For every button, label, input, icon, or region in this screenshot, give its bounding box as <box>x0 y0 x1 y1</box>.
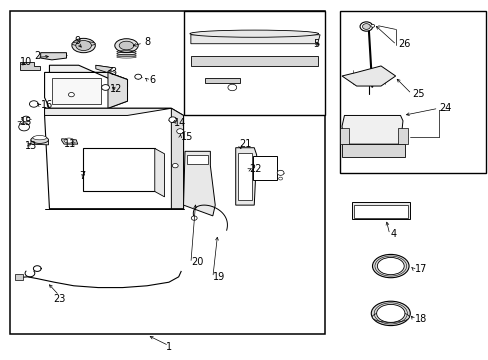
Ellipse shape <box>64 138 74 143</box>
Bar <box>238 153 251 200</box>
Text: 5: 5 <box>312 39 318 49</box>
Polygon shape <box>20 62 40 69</box>
Text: 25: 25 <box>412 89 425 99</box>
Ellipse shape <box>135 74 142 79</box>
Polygon shape <box>41 53 66 60</box>
Ellipse shape <box>372 255 408 278</box>
Polygon shape <box>44 108 183 209</box>
Ellipse shape <box>277 170 284 175</box>
Polygon shape <box>341 66 395 86</box>
Text: 14: 14 <box>173 118 185 128</box>
Bar <box>52 78 101 104</box>
Polygon shape <box>339 128 348 144</box>
Ellipse shape <box>22 116 30 122</box>
Text: 15: 15 <box>20 117 33 127</box>
Ellipse shape <box>76 41 91 50</box>
Ellipse shape <box>68 93 74 97</box>
Text: 3: 3 <box>110 67 116 77</box>
Bar <box>183 12 325 116</box>
Ellipse shape <box>371 312 408 322</box>
Polygon shape <box>61 139 78 144</box>
Text: 13: 13 <box>25 141 37 151</box>
Ellipse shape <box>362 24 369 30</box>
Bar <box>253 156 276 180</box>
Ellipse shape <box>370 24 374 27</box>
Ellipse shape <box>376 305 404 322</box>
Polygon shape <box>108 72 127 108</box>
Bar <box>341 144 405 157</box>
Polygon shape <box>171 108 183 209</box>
Polygon shape <box>31 140 48 145</box>
Ellipse shape <box>172 163 178 168</box>
Ellipse shape <box>189 30 318 37</box>
Ellipse shape <box>31 136 48 143</box>
Polygon shape <box>155 148 164 197</box>
Text: 2: 2 <box>34 51 41 61</box>
Bar <box>351 202 409 220</box>
Ellipse shape <box>119 41 134 50</box>
Polygon shape <box>44 108 171 116</box>
Text: 21: 21 <box>239 139 251 149</box>
Bar <box>15 274 22 280</box>
Polygon shape <box>186 155 207 164</box>
Polygon shape <box>190 56 317 66</box>
Ellipse shape <box>72 39 95 53</box>
Ellipse shape <box>227 84 236 91</box>
Text: 16: 16 <box>41 100 53 110</box>
Bar <box>339 12 485 173</box>
Text: 19: 19 <box>212 272 224 282</box>
Polygon shape <box>235 148 256 205</box>
Text: 23: 23 <box>53 294 65 304</box>
Polygon shape <box>190 35 320 44</box>
Ellipse shape <box>108 155 117 162</box>
Bar <box>353 205 407 218</box>
Text: 9: 9 <box>75 36 81 46</box>
Text: 15: 15 <box>181 132 193 142</box>
Ellipse shape <box>33 135 46 140</box>
Text: 12: 12 <box>110 84 122 94</box>
Polygon shape <box>341 116 402 144</box>
Ellipse shape <box>176 129 183 134</box>
Text: 11: 11 <box>64 139 76 149</box>
Text: 18: 18 <box>414 314 427 324</box>
Ellipse shape <box>29 101 38 107</box>
Polygon shape <box>49 65 127 87</box>
Ellipse shape <box>102 85 109 90</box>
Bar <box>82 148 155 192</box>
Bar <box>10 12 325 334</box>
Ellipse shape <box>72 41 95 46</box>
Polygon shape <box>183 151 215 216</box>
Text: 26: 26 <box>397 40 409 49</box>
Text: 4: 4 <box>390 229 396 239</box>
Text: 6: 6 <box>149 75 155 85</box>
Ellipse shape <box>370 301 409 325</box>
Text: 7: 7 <box>80 171 86 181</box>
Polygon shape <box>44 72 127 108</box>
Text: 24: 24 <box>439 103 451 113</box>
Text: 10: 10 <box>20 57 32 67</box>
Ellipse shape <box>359 22 372 31</box>
Ellipse shape <box>278 177 282 180</box>
Polygon shape <box>397 128 407 144</box>
Ellipse shape <box>377 257 404 275</box>
Ellipse shape <box>191 216 197 220</box>
Polygon shape <box>96 65 113 72</box>
Text: 22: 22 <box>249 164 262 174</box>
Text: 20: 20 <box>190 257 203 267</box>
Ellipse shape <box>168 117 176 123</box>
Text: 8: 8 <box>144 37 150 47</box>
Ellipse shape <box>115 39 138 52</box>
Text: 17: 17 <box>414 264 427 274</box>
Text: 1: 1 <box>165 342 172 352</box>
Polygon shape <box>205 78 239 83</box>
